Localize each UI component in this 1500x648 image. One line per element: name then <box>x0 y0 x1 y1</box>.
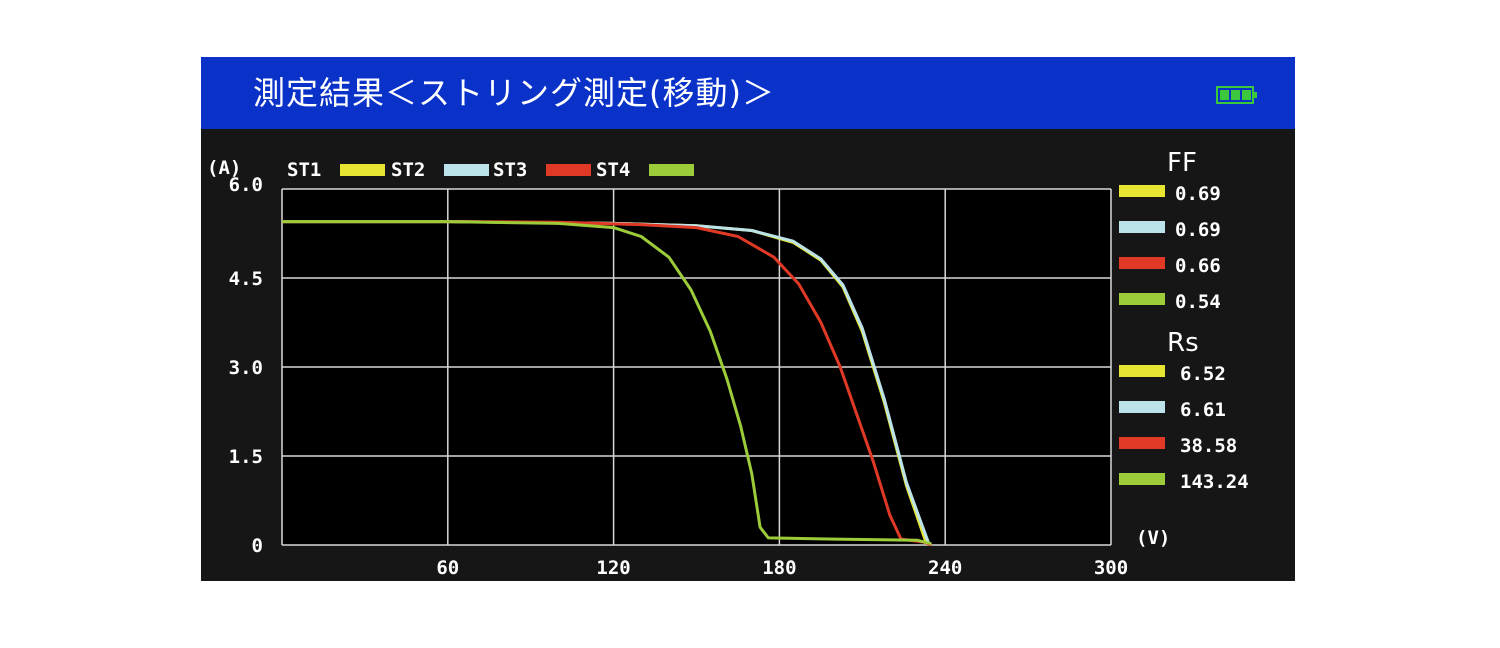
rs-label: Rs <box>1167 328 1199 358</box>
y-tick-label: 3.0 <box>229 357 263 379</box>
battery-full-icon <box>1216 86 1257 104</box>
axes: (A) (V) <box>207 157 1170 549</box>
legend-swatch <box>546 164 591 176</box>
x-tick-label: 180 <box>762 557 796 579</box>
rs-value: 38.58 <box>1180 435 1237 457</box>
y-tick-label: 0 <box>252 535 263 557</box>
ff-value: 0.54 <box>1175 291 1221 313</box>
meter-display: 測定結果＜ストリング測定(移動)＞ (A) (V) 60 120 180 240 300… <box>201 57 1295 581</box>
ff-swatch <box>1119 221 1165 233</box>
rs-value: 143.24 <box>1180 471 1249 493</box>
x-tick-label: 60 <box>436 557 459 579</box>
legend-label: ST1 <box>287 159 321 181</box>
rs-value: 6.52 <box>1180 363 1226 385</box>
legend-label: ST4 <box>596 159 630 181</box>
rs-swatch <box>1119 437 1165 449</box>
rs-swatch <box>1119 473 1165 485</box>
legend-label: ST2 <box>391 159 425 181</box>
rs-swatch <box>1119 365 1165 377</box>
ff-swatch <box>1119 293 1165 305</box>
legend: ST1 ST2 ST3 ST4 <box>287 159 694 181</box>
grid <box>281 188 1112 546</box>
rs-swatch <box>1119 401 1165 413</box>
ff-value: 0.69 <box>1175 183 1221 205</box>
rs-value: 6.61 <box>1180 399 1226 421</box>
legend-label: ST3 <box>493 159 527 181</box>
y-axis-unit: (A) <box>207 157 241 179</box>
ff-swatch <box>1119 185 1165 197</box>
title-bar: 測定結果＜ストリング測定(移動)＞ <box>201 57 1295 129</box>
x-tick-label: 240 <box>928 557 962 579</box>
legend-swatch <box>340 164 385 176</box>
y-tick-label: 4.5 <box>229 268 263 290</box>
tick-labels: 60 120 180 240 300 0 1.5 3.0 4.5 6.0 <box>229 174 1128 579</box>
y-tick-label: 6.0 <box>229 174 263 196</box>
x-axis-unit: (V) <box>1136 527 1170 549</box>
series-line-st4 <box>282 220 932 546</box>
legend-swatch <box>444 164 489 176</box>
curves <box>282 220 932 547</box>
ff-value: 0.69 <box>1175 219 1221 241</box>
ff-label: FF <box>1167 148 1197 178</box>
ff-value: 0.66 <box>1175 255 1221 277</box>
ff-swatch <box>1119 257 1165 269</box>
x-tick-label: 300 <box>1094 557 1128 579</box>
series-line-st3 <box>282 220 932 547</box>
chart-screen: (A) (V) 60 120 180 240 300 0 1.5 3.0 4.5 6.0 ST1 S… <box>201 129 1295 581</box>
stats-panel: FF Rs 0.69 0.69 0.66 0.54 6.52 6.61 38.58 143.2… <box>1119 148 1249 493</box>
x-tick-label: 120 <box>596 557 630 579</box>
y-tick-label: 1.5 <box>229 446 263 468</box>
legend-swatch <box>649 164 694 176</box>
page-title: 測定結果＜ストリング測定(移動)＞ <box>253 74 775 112</box>
